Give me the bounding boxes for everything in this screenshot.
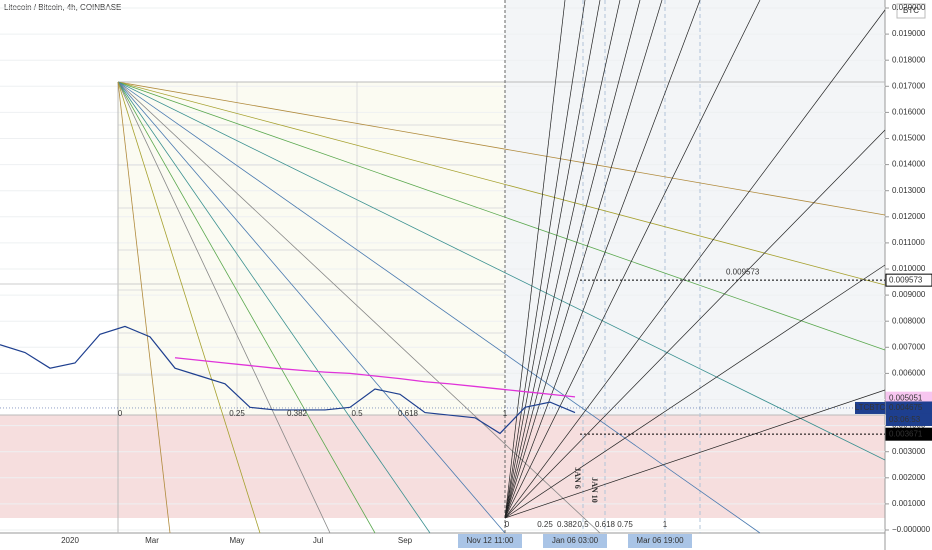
left-fan-box xyxy=(118,82,505,415)
fan-level-label: 0.618 xyxy=(595,520,616,529)
y-tick-label: 0.016000 xyxy=(892,108,926,117)
fan-line xyxy=(117,81,376,534)
fan-line xyxy=(117,81,761,534)
date-mark: JAN 10 xyxy=(590,477,599,503)
price-line xyxy=(0,325,576,435)
y-tick-label: 0.020000 xyxy=(892,3,926,12)
fan-level-label: 0.382 xyxy=(287,409,308,418)
fan-line xyxy=(504,0,601,519)
fan-level-label: 0.25 xyxy=(537,520,553,529)
currency-box xyxy=(896,3,926,19)
fan-level-label: 0 xyxy=(118,409,123,418)
pink-zone xyxy=(0,415,885,518)
fan-level-label: 1 xyxy=(503,409,508,418)
y-tick-label: 0.001000 xyxy=(892,499,926,508)
y-tick-label: 0.014000 xyxy=(892,160,926,169)
fan-line xyxy=(504,264,886,519)
x-tick-label: Nov 12 11:00 xyxy=(467,536,515,545)
fan-line xyxy=(504,0,641,519)
y-tick-label: 0.013000 xyxy=(892,186,926,195)
fan-line xyxy=(117,81,886,216)
fan-level-label: 0.75 xyxy=(617,520,633,529)
level-tag-label: 0.009573 xyxy=(889,275,923,284)
x-tick-label: Jul xyxy=(313,536,323,545)
fan-line xyxy=(117,81,601,534)
fan-level-label: 0.618 xyxy=(398,409,419,418)
fan-line xyxy=(504,9,886,519)
fan-level-label: 0 xyxy=(505,520,510,529)
fan-line xyxy=(504,0,566,519)
y-tick-label: 0.018000 xyxy=(892,55,926,64)
right-fan-box xyxy=(505,0,885,415)
symbol-label: LTCBTC xyxy=(855,403,886,412)
time-chip xyxy=(543,534,607,548)
fan-line xyxy=(117,81,331,534)
countdown-tag xyxy=(886,413,932,426)
price-line xyxy=(174,357,576,398)
y-tick-label: 0.006000 xyxy=(892,369,926,378)
x-tick-label: Mar 06 19:00 xyxy=(636,536,684,545)
x-tick-label: Jan 06 03:00 xyxy=(552,536,599,545)
fan-level-label: 1 xyxy=(663,520,668,529)
fan-line xyxy=(504,129,886,519)
last-price-tag-label: 0.004675 xyxy=(889,403,923,412)
y-tick-label: 0.008000 xyxy=(892,316,926,325)
y-tick-label: 0.002000 xyxy=(892,473,926,482)
low-tag-label: 0.003671 xyxy=(889,429,923,438)
fan-line xyxy=(117,81,506,534)
fan-line xyxy=(504,0,701,519)
fan-line xyxy=(117,81,431,534)
y-tick-label: 0.012000 xyxy=(892,212,926,221)
x-tick-label: 2020 xyxy=(61,536,79,545)
fan-line xyxy=(504,389,886,519)
y-tick-label: 0.019000 xyxy=(892,29,926,38)
date-mark: JAN 6 xyxy=(573,467,582,489)
level-mid-label: 0.009573 xyxy=(726,267,760,276)
x-tick-label: Mar xyxy=(145,536,159,545)
fan-level-label: 0.25 xyxy=(229,409,245,418)
time-chip xyxy=(628,534,692,548)
time-chip xyxy=(458,534,522,548)
x-tick-label: May xyxy=(229,536,244,545)
level-tag xyxy=(885,273,932,287)
fan-level-label: 0.5 xyxy=(351,409,363,418)
y-tick-label: 0.017000 xyxy=(892,81,926,90)
fan-line xyxy=(504,0,761,519)
currency: BTC xyxy=(903,6,919,15)
fan-level-label: 0.5 xyxy=(577,520,589,529)
fan-line xyxy=(504,0,586,519)
y-tick-label: 0.007000 xyxy=(892,342,926,351)
ma-tag-label: 0.005051 xyxy=(889,393,923,402)
fan-line xyxy=(117,81,171,534)
symbol-tag xyxy=(855,401,885,414)
fan-line xyxy=(117,81,886,286)
fan-line xyxy=(117,81,261,534)
y-tick-label: 0.015000 xyxy=(892,134,926,143)
fan-line xyxy=(504,0,663,519)
y-tick-label: 0.010000 xyxy=(892,264,926,273)
countdown-label: 03:06:53 xyxy=(889,415,921,424)
y-tick-label: −0.000000 xyxy=(892,525,931,534)
fan-line xyxy=(117,81,886,461)
fan-line xyxy=(504,0,621,519)
x-tick-label: Sep xyxy=(398,536,413,545)
y-tick-label: 0.009000 xyxy=(892,290,926,299)
fan-line xyxy=(117,81,886,351)
low-tag xyxy=(885,427,932,441)
y-tick-label: 0.011000 xyxy=(892,238,925,247)
fan-level-label: 0.382 xyxy=(557,520,578,529)
y-tick-label: 0.003000 xyxy=(892,447,926,456)
